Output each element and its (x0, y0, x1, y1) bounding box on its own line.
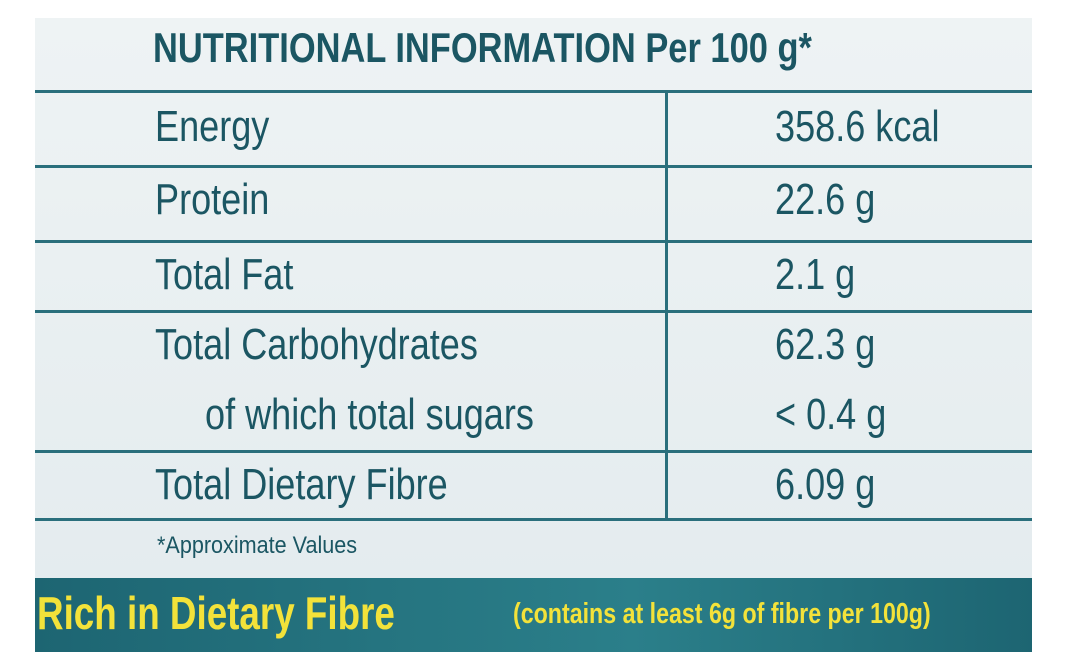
footnote: *Approximate Values (157, 532, 358, 559)
rule (35, 165, 1032, 168)
title: NUTRITIONAL INFORMATION Per 100 g* (153, 24, 812, 71)
nutrient-name: Total Fat (155, 250, 294, 299)
nutrient-value: 22.6 g (775, 175, 876, 224)
nutrition-label: NUTRITIONAL INFORMATION Per 100 g* Energ… (35, 18, 1032, 652)
rule (35, 90, 1032, 93)
nutrient-value: 2.1 g (775, 250, 856, 299)
rule (35, 240, 1032, 243)
banner-headline: Rich in Dietary Fibre (37, 587, 395, 639)
nutrient-value: 358.6 kcal (775, 102, 940, 151)
nutrient-value: 62.3 g (775, 320, 876, 369)
nutrient-value: < 0.4 g (775, 390, 887, 439)
column-divider (665, 92, 668, 520)
rule (35, 518, 1032, 521)
nutrient-value: 6.09 g (775, 460, 876, 509)
banner-detail: (contains at least 6g of fibre per 100g) (513, 598, 931, 630)
nutrient-name: of which total sugars (205, 390, 534, 439)
nutrient-name: Total Dietary Fibre (155, 460, 448, 509)
nutrient-name: Protein (155, 175, 270, 224)
nutrient-name: Total Carbohydrates (155, 320, 478, 369)
banner: Rich in Dietary Fibre (contains at least… (35, 578, 1032, 652)
nutrient-name: Energy (155, 102, 270, 151)
rule (35, 310, 1032, 313)
rule (35, 450, 1032, 453)
